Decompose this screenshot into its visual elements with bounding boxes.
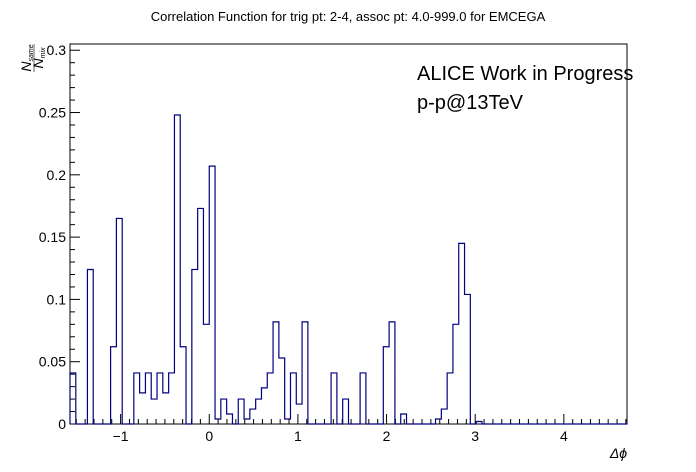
y-tick-label: 0.1	[47, 291, 67, 307]
svg-text:Nsame: Nsame	[18, 44, 35, 71]
x-tick-label: −1	[113, 428, 129, 444]
x-tick-label: 2	[383, 428, 391, 444]
y-label-numerator: N	[18, 61, 34, 72]
x-axis: −1 0 1 2 3 4	[75, 414, 627, 444]
y-axis: 0 0.05 0.1 0.15 0.2 0.25 0.3	[39, 42, 80, 432]
y-label-numerator-sub: same	[28, 44, 35, 61]
y-tick-label: 0.15	[39, 229, 66, 245]
annotation-collision-system: p-p@13TeV	[417, 92, 524, 114]
y-tick-label: 0.3	[47, 42, 67, 58]
chart-title: Correlation Function for trig pt: 2-4, a…	[151, 9, 546, 24]
svg-text:Nmix: Nmix	[30, 47, 47, 69]
x-tick-label: 4	[560, 428, 568, 444]
x-tick-label: 0	[205, 428, 213, 444]
y-label-denominator: N	[30, 58, 46, 69]
y-tick-label: 0.05	[39, 354, 66, 370]
y-label-denominator-sub: mix	[40, 47, 47, 58]
y-tick-label: 0.2	[47, 167, 67, 183]
annotation-experiment: ALICE Work in Progress	[417, 63, 633, 85]
x-axis-label: Δϕ	[609, 445, 627, 461]
plot-frame	[69, 43, 628, 425]
y-axis-label: Nsame Nmix	[18, 44, 47, 72]
x-tick-label: 3	[471, 428, 479, 444]
x-tick-label: 1	[294, 428, 302, 444]
histogram-series	[69, 114, 627, 425]
y-tick-label: 0.25	[39, 105, 66, 121]
y-tick-label: 0	[58, 416, 66, 432]
